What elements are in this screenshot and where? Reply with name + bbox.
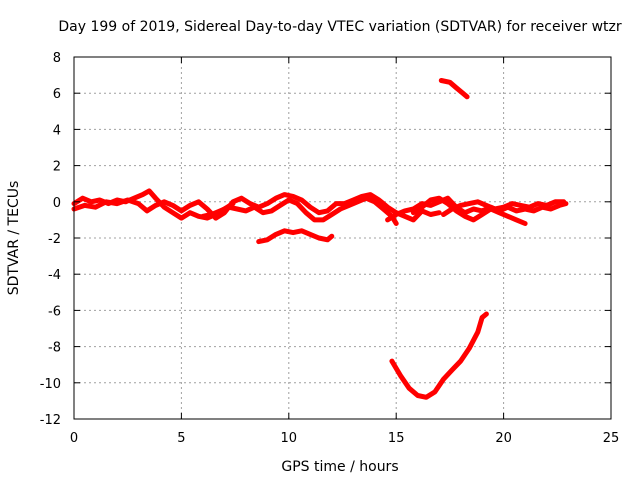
tick-labels: 0 5 10 15 20 25 -12 -10 -8 -6 -4 -2 0 2 4 6 8: [40, 51, 620, 446]
series-line-track-6: [410, 195, 528, 226]
series-line-track-7: [441, 199, 567, 217]
series-line-track-2: [71, 192, 442, 223]
grid-lines: [74, 57, 611, 419]
x-axis-label: GPS time / hours: [281, 459, 398, 475]
series-line-track-4: [256, 228, 335, 245]
y-axis-label: SDTVAR / TECUs: [6, 181, 22, 296]
series-line-track-9: [389, 311, 489, 400]
data-series: [71, 78, 569, 400]
x-tick-label: 10: [281, 431, 298, 446]
series-line-track-3: [200, 195, 399, 226]
y-tick-label: -6: [48, 304, 61, 319]
y-tick-label: -4: [48, 268, 61, 283]
axis-ticks: [73, 56, 612, 420]
x-tick-label: 20: [495, 431, 512, 446]
y-tick-label: -10: [40, 377, 61, 392]
x-tick-label: 0: [70, 431, 78, 446]
chart-title: Day 199 of 2019, Sidereal Day-to-day VTE…: [58, 19, 622, 35]
y-tick-label: -8: [48, 341, 61, 356]
y-tick-label: -12: [40, 413, 61, 428]
y-tick-label: 6: [53, 87, 61, 102]
y-tick-label: 4: [53, 123, 61, 138]
y-tick-label: 8: [53, 51, 61, 66]
series-line-track-5: [385, 195, 569, 223]
y-tick-label: 2: [53, 160, 61, 175]
y-tick-label: 0: [53, 196, 61, 211]
y-tick-label: -2: [48, 232, 61, 247]
x-tick-label: 25: [603, 431, 620, 446]
x-tick-label: 5: [177, 431, 185, 446]
series-line-track-8: [438, 78, 470, 100]
x-tick-label: 15: [388, 431, 405, 446]
